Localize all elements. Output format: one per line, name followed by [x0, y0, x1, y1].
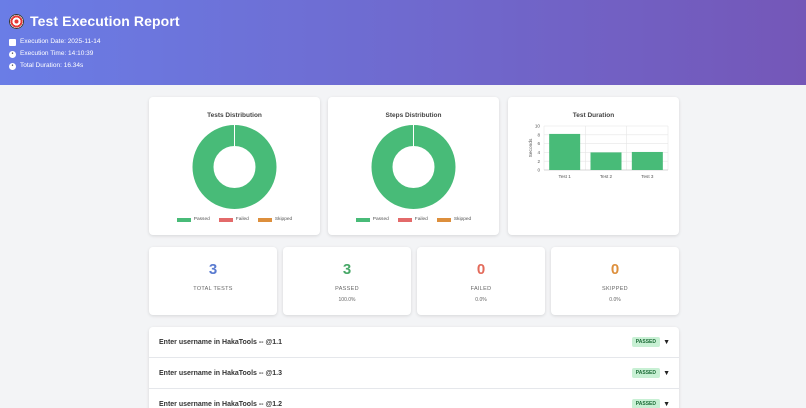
test-row[interactable]: Enter username in HakaTools -- @1.2 PASS…	[149, 389, 679, 408]
legend-passed[interactable]: Passed	[176, 217, 210, 222]
stat-label: PASSED	[335, 286, 359, 292]
bar-test-1[interactable]	[549, 133, 581, 170]
x-tick-label: Test 2	[600, 174, 613, 179]
legend-failed[interactable]: Failed	[218, 217, 249, 222]
stat-label: FAILED	[470, 286, 492, 292]
chart-title: Tests Distribution	[207, 112, 262, 119]
chart-legend: Passed Failed Skipped	[149, 217, 320, 222]
test-row[interactable]: Enter username in HakaTools -- @1.3 PASS…	[149, 358, 679, 389]
duration-bar-chart: 0 2 4 6 8 10 Test 1 Test 2 Test 3 Seconds	[528, 124, 669, 179]
expand-caret-icon[interactable]: ▼	[663, 369, 670, 377]
target-icon	[9, 13, 24, 29]
bar-test-3[interactable]	[631, 151, 663, 170]
total-tests-card: 3 TOTAL TESTS	[149, 247, 277, 315]
chart-title: Steps Distribution	[385, 112, 442, 119]
passed-swatch	[355, 217, 370, 222]
test-list: Enter username in HakaTools -- @1.1 PASS…	[149, 327, 679, 408]
total-duration: • Total Duration: 16.34s	[9, 60, 797, 72]
expand-caret-icon[interactable]: ▼	[663, 338, 670, 346]
skipped-card: 0 SKIPPED 0.0%	[551, 247, 679, 315]
failed-swatch	[397, 217, 412, 222]
test-name: Enter username in HakaTools -- @1.3	[159, 369, 283, 377]
execution-date: Execution Date: 2025-11-14	[9, 36, 797, 48]
status-badge: PASSED	[631, 337, 660, 347]
skipped-swatch	[436, 217, 451, 222]
skipped-swatch	[257, 217, 272, 222]
stat-value: 3	[342, 261, 352, 278]
legend-skipped[interactable]: Skipped	[436, 217, 471, 222]
execution-time: • Execution Time: 14:10:39	[9, 48, 797, 60]
clock-icon: •	[9, 50, 16, 58]
status-badge: PASSED	[631, 368, 660, 378]
legend-passed[interactable]: Passed	[355, 217, 389, 222]
calendar-icon	[9, 38, 16, 46]
test-name: Enter username in HakaTools -- @1.1	[159, 338, 283, 346]
stat-value: 0	[610, 261, 620, 278]
timer-icon: •	[9, 62, 16, 70]
bar-test-2[interactable]	[590, 152, 622, 170]
stat-percent: 0.0%	[475, 297, 487, 303]
status-badge: PASSED	[631, 399, 660, 408]
passed-swatch	[176, 217, 191, 222]
steps-donut-chart	[371, 125, 456, 209]
y-tick-label: 2	[537, 159, 540, 164]
legend-failed[interactable]: Failed	[397, 217, 428, 222]
tests-donut-chart	[192, 125, 277, 209]
test-duration-card: Test Duration 0 2 4 6 8 10 Test 1 Test 2 Test 3 S…	[508, 97, 679, 235]
page-title: Test Execution Report	[30, 13, 180, 29]
failed-swatch	[218, 217, 233, 222]
stat-label: SKIPPED	[602, 286, 628, 292]
chart-title: Test Duration	[572, 112, 615, 119]
expand-caret-icon[interactable]: ▼	[663, 400, 670, 408]
stat-value: 0	[476, 261, 486, 278]
stat-label: TOTAL TESTS	[193, 286, 233, 292]
x-tick-label: Test 1	[559, 174, 572, 179]
test-row[interactable]: Enter username in HakaTools -- @1.1 PASS…	[149, 327, 679, 358]
y-tick-label: 10	[535, 124, 541, 129]
y-tick-label: 6	[537, 141, 540, 146]
passed-card: 3 PASSED 100.0%	[283, 247, 411, 315]
x-tick-label: Test 3	[641, 174, 654, 179]
stat-percent: 0.0%	[609, 297, 621, 303]
stat-percent: 100.0%	[338, 297, 356, 303]
tests-distribution-card: Tests Distribution Passed Failed Skipped	[149, 97, 320, 235]
chart-legend: Passed Failed Skipped	[328, 217, 499, 222]
failed-card: 0 FAILED 0.0%	[417, 247, 545, 315]
y-axis-label: Seconds	[528, 138, 534, 157]
report-header: Test Execution Report Execution Date: 20…	[0, 0, 806, 85]
test-name: Enter username in HakaTools -- @1.2	[159, 400, 283, 408]
y-tick-label: 0	[537, 168, 540, 173]
stat-value: 3	[208, 261, 218, 278]
steps-distribution-card: Steps Distribution Passed Failed Skipped	[328, 97, 499, 235]
y-tick-label: 8	[537, 132, 540, 137]
y-tick-label: 4	[537, 150, 540, 155]
legend-skipped[interactable]: Skipped	[257, 217, 292, 222]
